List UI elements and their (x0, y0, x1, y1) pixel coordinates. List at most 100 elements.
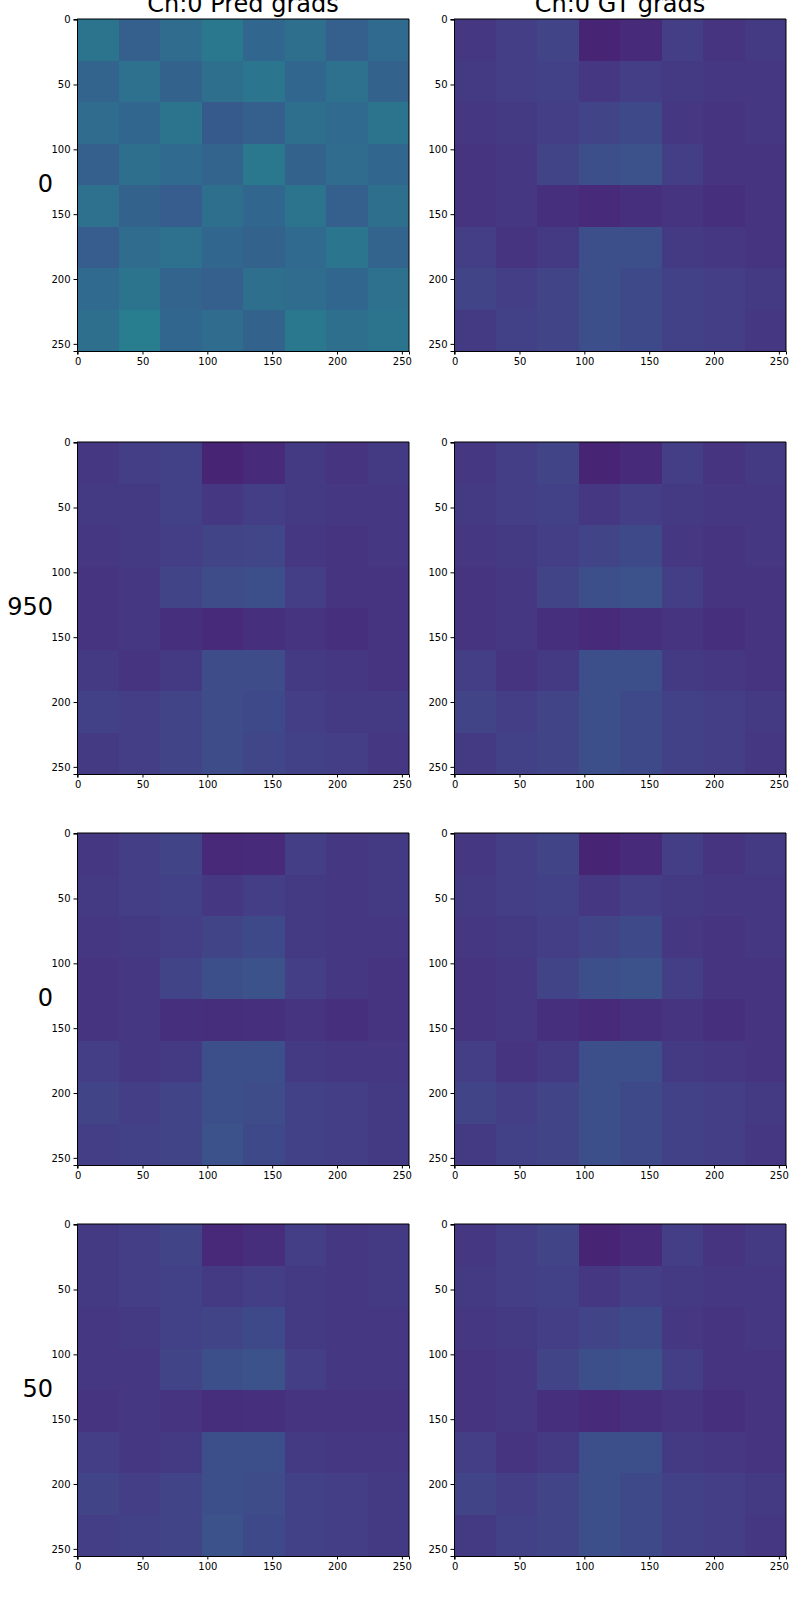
heatmap-cell (285, 310, 327, 352)
heatmap-cell (579, 185, 621, 227)
heatmap-cell (368, 1515, 410, 1557)
heatmap-cell (496, 650, 538, 692)
heatmap-cell (243, 1390, 285, 1432)
tick: 250 (428, 339, 454, 350)
tick-label: 0 (75, 1170, 81, 1181)
heatmap-cell (537, 1041, 579, 1083)
tick-label: 200 (328, 356, 347, 367)
tick: 100 (198, 774, 217, 790)
tick: 50 (514, 1165, 527, 1181)
tick-label: 50 (137, 356, 150, 367)
heatmap-cell (496, 1390, 538, 1432)
heatmap-cell (745, 442, 787, 484)
tick-mark (74, 214, 78, 215)
heatmap-cell (243, 525, 285, 567)
tick-label: 150 (263, 1561, 282, 1572)
heatmap-cell (77, 1266, 119, 1308)
heatmap-cell (326, 691, 368, 733)
tick: 50 (435, 1284, 454, 1295)
tick-mark (74, 84, 78, 85)
y-axis: 050100150200250 (428, 437, 454, 774)
tick-label: 0 (75, 356, 81, 367)
heatmap-cell (326, 1390, 368, 1432)
frame (786, 1224, 787, 1556)
heatmap-cell (620, 875, 662, 917)
tick-mark (74, 279, 78, 280)
heatmap-cell (703, 608, 745, 650)
heatmap-cell (537, 1432, 579, 1474)
y-label: 950 (7, 593, 53, 621)
heatmap-cell (620, 691, 662, 733)
tick: 200 (705, 774, 724, 790)
tick-mark (74, 1289, 78, 1290)
heatmap-cell (119, 833, 161, 875)
heatmap-cell (620, 19, 662, 61)
tick: 200 (428, 1479, 454, 1490)
panel: 050100150200250050100150200250 (428, 1219, 789, 1571)
heatmap-cell (537, 1224, 579, 1266)
frame (454, 1224, 786, 1225)
heatmap-cell (620, 1224, 662, 1266)
heatmap-cell (285, 144, 327, 186)
tick-mark (451, 1484, 455, 1485)
tick-label: 50 (58, 502, 71, 513)
heatmap-cell (662, 875, 704, 917)
heatmap-cell (662, 1124, 704, 1166)
heatmap-cell (703, 916, 745, 958)
frame (77, 442, 409, 443)
tick-mark (451, 898, 455, 899)
heatmap-cell (326, 650, 368, 692)
heatmap-cell (119, 144, 161, 186)
tick-label: 0 (452, 356, 458, 367)
heatmap-cell (326, 185, 368, 227)
tick-mark (519, 1556, 520, 1560)
heatmap-cell (496, 999, 538, 1041)
heatmap-cell (620, 484, 662, 526)
heatmap-cell (745, 1473, 787, 1515)
heatmap-cell (368, 61, 410, 103)
heatmap-cell (703, 1266, 745, 1308)
heatmap-cell (454, 691, 496, 733)
heatmap-cell (119, 484, 161, 526)
heatmap-cell (77, 567, 119, 609)
heatmap-cell (202, 1124, 244, 1166)
tick-mark (451, 1289, 455, 1290)
heatmap-cell (160, 1473, 202, 1515)
heatmap-cell (326, 833, 368, 875)
heatmap-cell (243, 1224, 285, 1266)
tick-mark (74, 834, 78, 835)
heatmap-cell (537, 1082, 579, 1124)
tick-label: 250 (770, 1170, 789, 1181)
heatmap-cell (496, 1349, 538, 1391)
heatmap-cell (160, 102, 202, 144)
tick-label: 100 (575, 1561, 594, 1572)
tick-mark (451, 20, 455, 21)
heatmap-cell (160, 650, 202, 692)
heatmap-cell (285, 1224, 327, 1266)
heatmap-cell (620, 1432, 662, 1474)
heatmap-cell (620, 227, 662, 269)
heatmap-cell (326, 567, 368, 609)
tick: 200 (51, 1479, 77, 1490)
heatmap-cell (160, 875, 202, 917)
tick-mark (207, 774, 208, 778)
heatmap-cell (202, 1349, 244, 1391)
heatmap-cell (454, 1224, 496, 1266)
heatmap-cell (662, 102, 704, 144)
tick: 0 (75, 351, 81, 367)
frame (77, 1224, 409, 1225)
heatmap-cell (745, 916, 787, 958)
tick-label: 100 (198, 779, 217, 790)
axis-line (78, 1557, 410, 1560)
tick-label: 50 (435, 893, 448, 904)
tick-mark (272, 1165, 273, 1169)
heatmap-cell (745, 650, 787, 692)
tick-mark (451, 702, 455, 703)
heatmap-cell (202, 61, 244, 103)
heatmap-cell (202, 1082, 244, 1124)
heatmap-cell (703, 442, 745, 484)
heatmap-cell (202, 1266, 244, 1308)
tick-label: 0 (441, 437, 447, 448)
heatmap-cell (496, 1224, 538, 1266)
heatmap-cell (454, 733, 496, 775)
